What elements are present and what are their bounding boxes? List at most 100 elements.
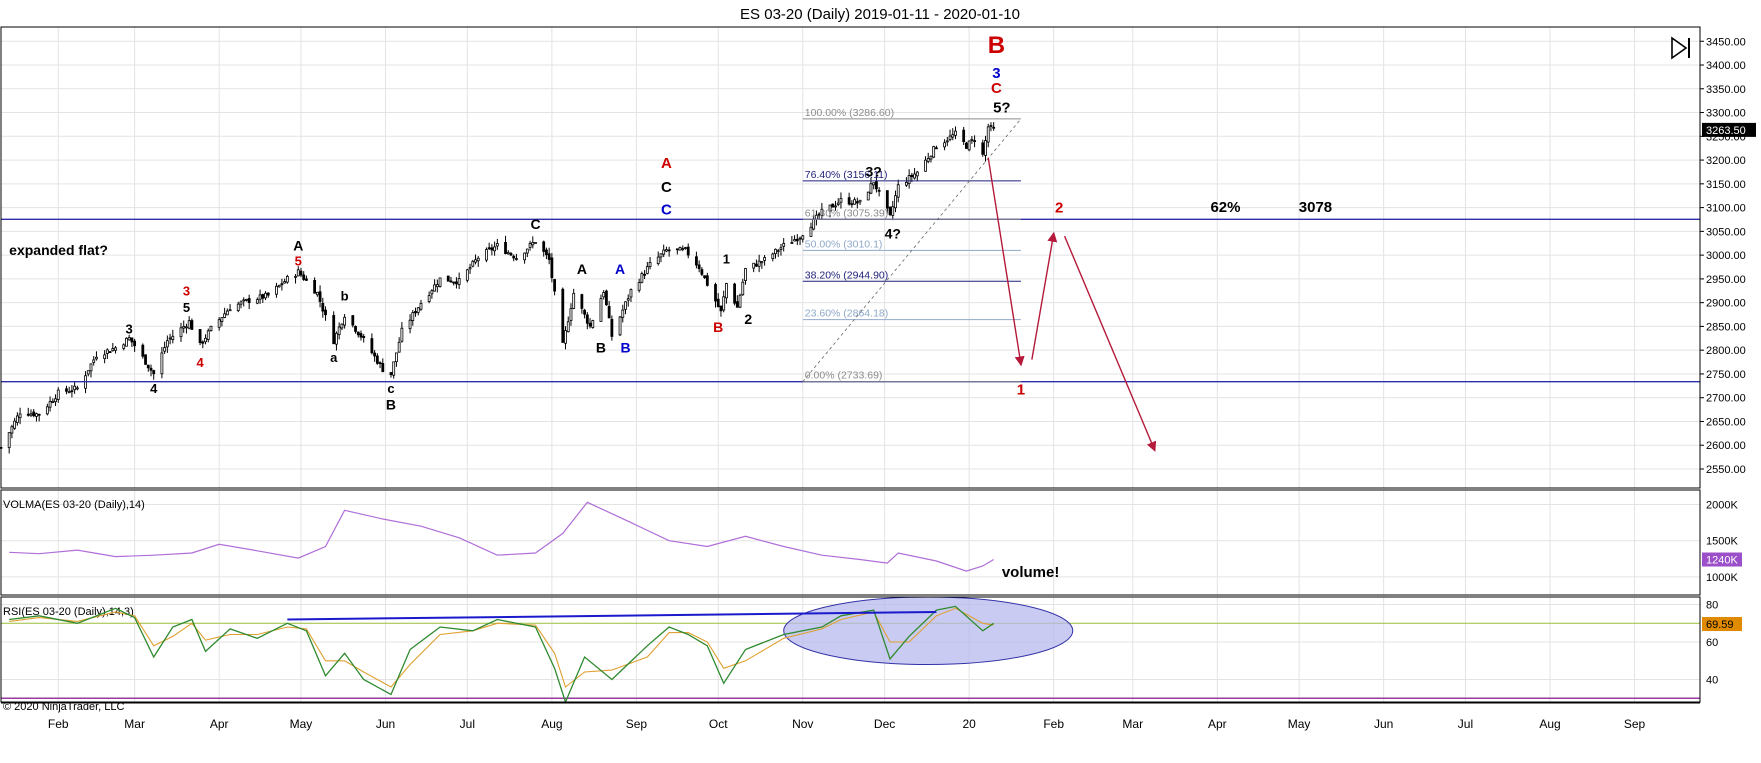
candle-body <box>637 282 641 291</box>
rsi-last-badge <box>1702 617 1742 632</box>
candle-body <box>204 337 207 343</box>
wave-label: 62% <box>1210 199 1240 216</box>
candle-body <box>905 181 908 186</box>
rsi-series-line[interactable] <box>9 605 995 704</box>
candle-body <box>703 275 706 278</box>
candle-body <box>15 415 19 423</box>
candle-body <box>223 313 227 318</box>
candle-body <box>67 391 71 394</box>
candle-body <box>992 126 996 129</box>
candle-body <box>397 341 401 353</box>
candle-body <box>913 173 916 179</box>
candle-body <box>13 420 17 429</box>
candle-body <box>29 413 33 416</box>
candle-body <box>255 299 259 304</box>
volma-series-line[interactable] <box>9 501 995 572</box>
candle-body <box>190 320 194 330</box>
rsi-panel[interactable]: RSI(ES 03-20 (Daily),14,3) <box>1 596 1700 704</box>
candle-body <box>752 262 756 269</box>
copyright-watermark: © 2020 NinjaTrader, LLC <box>3 701 124 713</box>
wave-label: 2 <box>744 311 752 327</box>
volume-annotation: volume! <box>1002 564 1060 581</box>
panel-border <box>0 26 1701 489</box>
candle-body <box>51 400 55 403</box>
candle-body <box>283 281 287 284</box>
candle-body <box>490 247 494 251</box>
candle-body <box>951 134 955 138</box>
fib-level-label: 23.60% (2864.18) <box>805 308 888 320</box>
rsi-tick-label: 80 <box>1706 600 1718 612</box>
projection-arrow[interactable] <box>1031 231 1058 360</box>
candle-body <box>127 337 131 341</box>
candle-body <box>915 171 919 177</box>
projection-arrow[interactable] <box>1063 235 1157 452</box>
candle-body <box>427 295 431 302</box>
candle-body <box>75 387 79 390</box>
candle-body <box>801 235 805 240</box>
candle-body <box>416 307 420 313</box>
candle-body <box>89 363 93 372</box>
candle-body <box>370 338 374 354</box>
candle-body <box>831 203 835 208</box>
candle-body <box>343 316 347 326</box>
candle-body <box>894 195 897 209</box>
candle-body <box>125 337 128 347</box>
wave-label: C <box>530 216 540 232</box>
candle-body <box>809 226 813 237</box>
volma-panel[interactable]: VOLMA(ES 03-20 (Daily),14) volume! <box>3 499 1059 581</box>
candle-body <box>375 355 379 364</box>
candle-body <box>716 298 720 308</box>
candle-body <box>542 241 546 252</box>
candle-body <box>866 191 870 201</box>
candle-body <box>929 155 933 160</box>
candle-body <box>294 275 297 278</box>
candle-body <box>242 299 246 302</box>
month-tick-label: Mar <box>124 717 145 731</box>
candle-body <box>485 249 488 261</box>
candle-body <box>855 201 859 204</box>
candle-body <box>86 370 90 375</box>
rsi-highlight-ellipse[interactable] <box>783 596 1074 665</box>
price-panel[interactable]: 100.00% (3286.60) 76.40% (3156.11) 61.80% … <box>0 32 1700 454</box>
candle-body <box>569 308 573 321</box>
month-tick-label: Feb <box>48 717 69 731</box>
candle-body <box>515 258 518 260</box>
candle-body <box>362 336 366 339</box>
candle-body <box>610 318 614 337</box>
candle-body <box>474 259 477 263</box>
candle-body <box>733 283 736 304</box>
candle-body <box>599 298 603 322</box>
price-tick-label: 3200.00 <box>1706 155 1746 167</box>
candle-body <box>954 130 957 136</box>
fib-level-label: 76.40% (3156.11) <box>805 169 888 181</box>
candle-body <box>92 359 96 363</box>
candle-body <box>834 205 837 208</box>
candle-body <box>37 413 41 416</box>
rsi-trendline[interactable] <box>287 611 937 621</box>
candle-body <box>523 252 527 261</box>
candle-body <box>973 140 976 142</box>
candle-body <box>564 330 567 344</box>
candle-body <box>152 370 156 375</box>
wave-label: 3? <box>866 164 882 180</box>
projection-arrow[interactable] <box>987 157 1025 367</box>
candle-body <box>534 242 537 244</box>
candle-body <box>869 183 873 194</box>
candle-body <box>351 315 355 326</box>
candle-body <box>656 256 660 264</box>
rsi-signal-line[interactable] <box>9 607 994 688</box>
wave-label: 4? <box>885 225 901 241</box>
candle-body <box>989 125 993 127</box>
candle-body <box>986 126 990 143</box>
price-tick-label: 3450.00 <box>1706 36 1746 48</box>
candle-body <box>392 361 396 376</box>
play-end-icon[interactable] <box>1671 36 1690 60</box>
candle-body <box>648 261 652 268</box>
candle-body <box>146 364 150 369</box>
candles <box>0 122 996 454</box>
price-tick-label: 2900.00 <box>1706 298 1746 310</box>
candle-body <box>340 323 344 329</box>
candle-body <box>531 242 535 246</box>
